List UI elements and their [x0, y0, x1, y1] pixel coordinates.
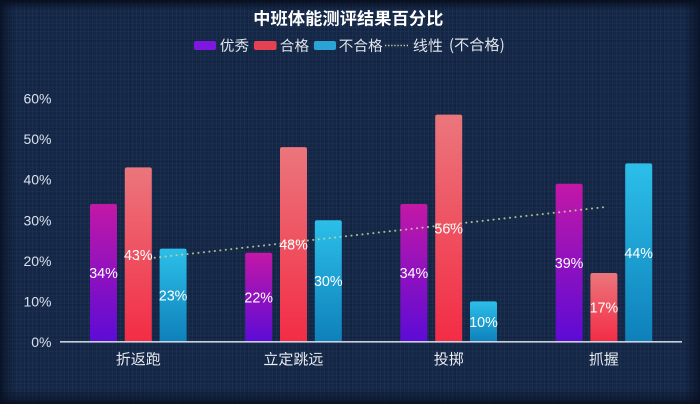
svg-text:23%: 23% [159, 288, 188, 304]
svg-text:39%: 39% [555, 256, 584, 272]
svg-text:44%: 44% [624, 246, 653, 262]
svg-text:56%: 56% [434, 221, 463, 237]
svg-text:50%: 50% [23, 131, 51, 147]
svg-text:60%: 60% [23, 91, 51, 107]
svg-text:30%: 30% [23, 212, 51, 228]
svg-text:10%: 10% [23, 294, 51, 310]
svg-text:10%: 10% [469, 315, 498, 331]
svg-text:20%: 20% [23, 253, 51, 269]
svg-text:48%: 48% [279, 238, 308, 254]
svg-text:40%: 40% [23, 172, 51, 188]
svg-text:43%: 43% [124, 248, 153, 264]
svg-text:0%: 0% [31, 334, 51, 350]
svg-text:30%: 30% [314, 274, 343, 290]
svg-text:17%: 17% [590, 301, 619, 317]
svg-text:22%: 22% [244, 290, 273, 306]
svg-text:34%: 34% [400, 266, 429, 282]
svg-text:34%: 34% [89, 266, 118, 282]
